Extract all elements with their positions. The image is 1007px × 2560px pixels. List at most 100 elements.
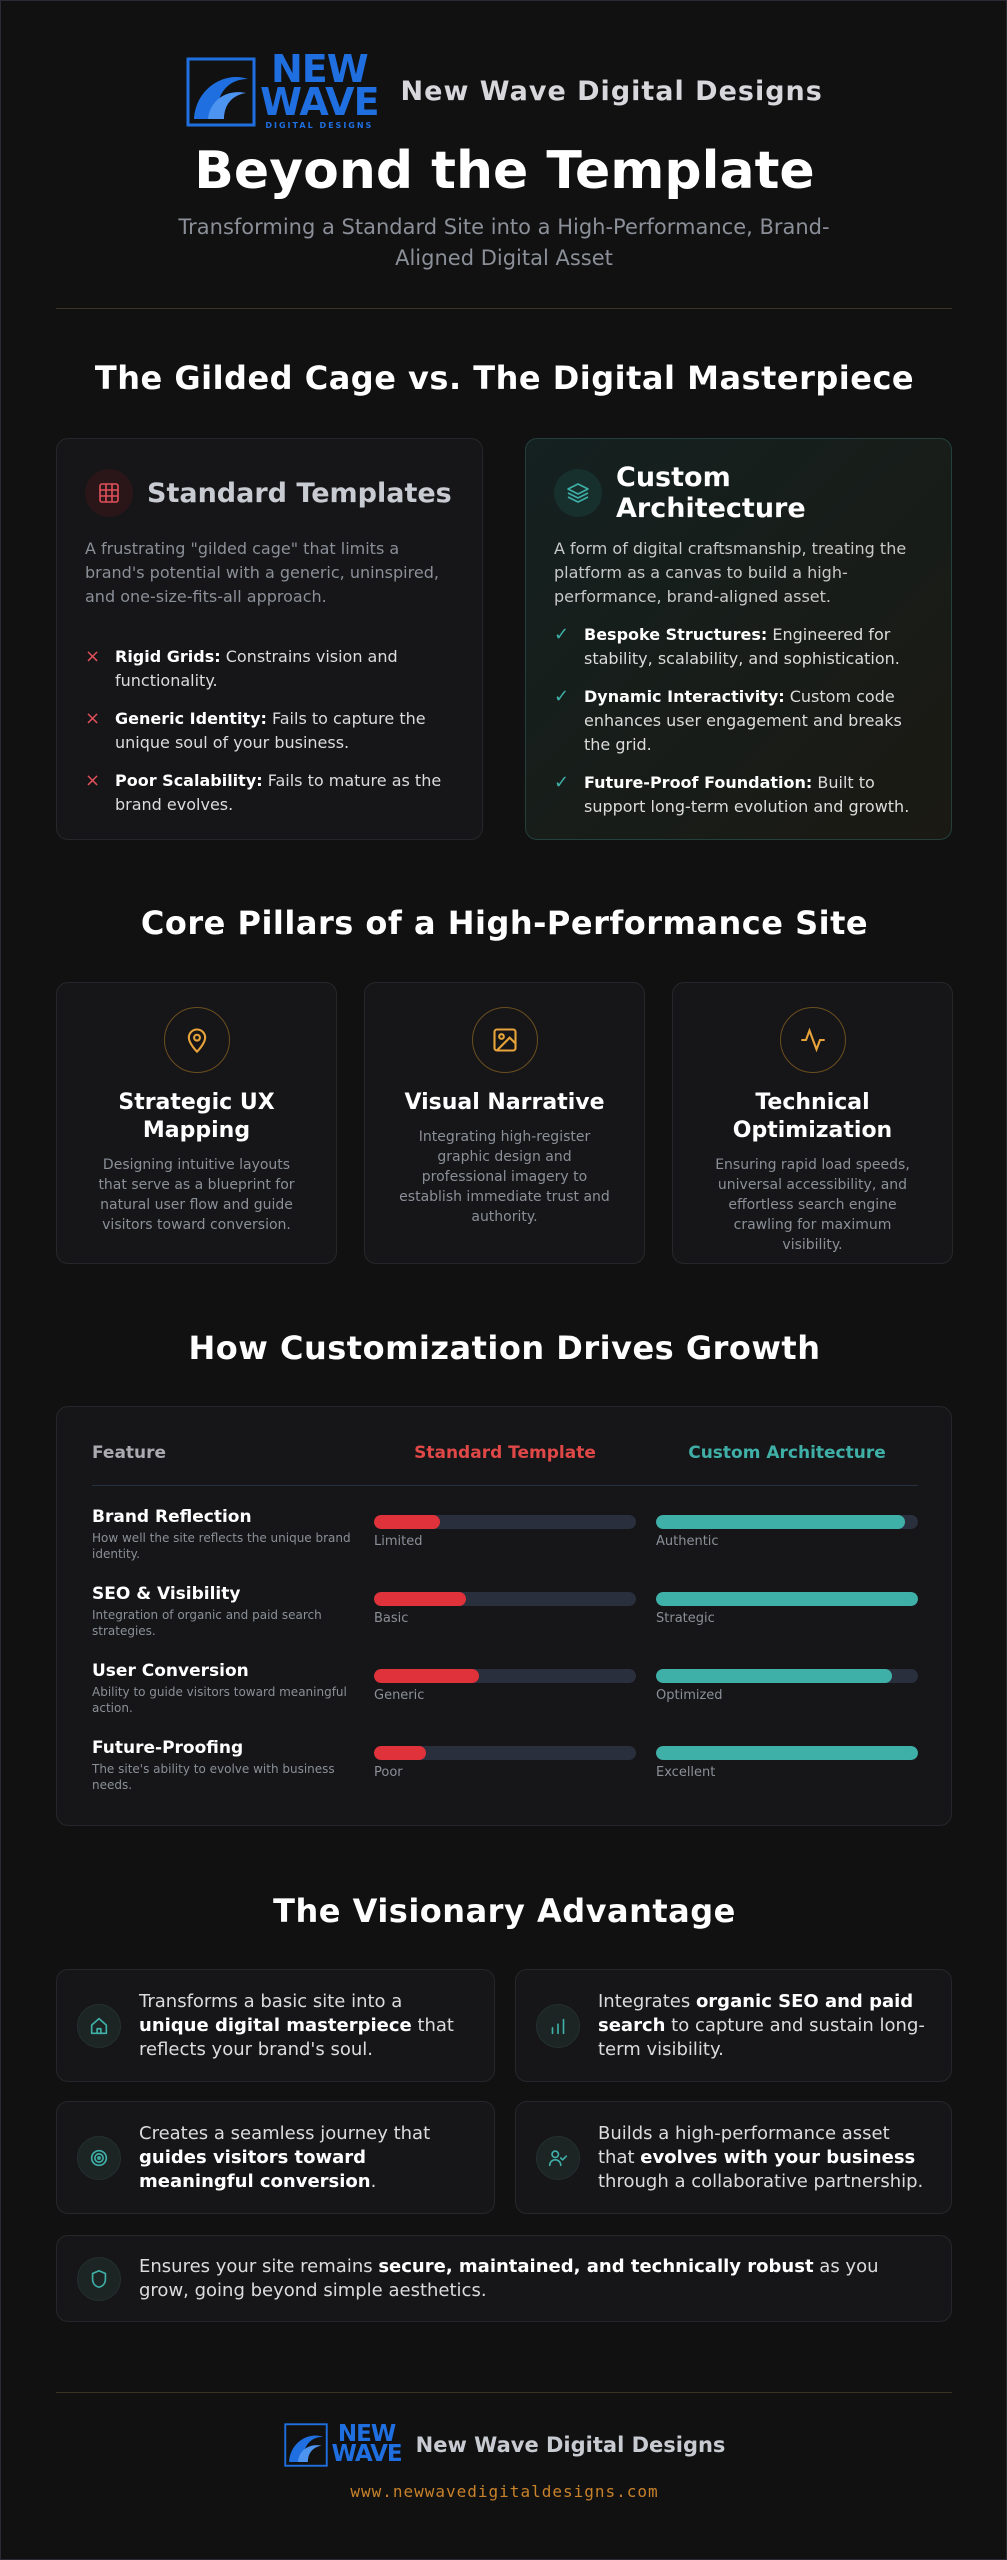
icon-shape (567, 483, 589, 495)
card-title: Standard Templates (147, 477, 452, 509)
point-label: Future-Proof Foundation: (584, 773, 813, 792)
text-part: to capture and sustain long-term visibil… (598, 2014, 925, 2060)
advantage-text: Transforms a basic site into a unique di… (139, 1990, 474, 2062)
pillar-title: Technical Optimization (732, 1090, 893, 1143)
icon-shape (548, 2149, 568, 2166)
point: ✓ Dynamic Interactivity: Custom code enha… (554, 685, 923, 757)
point: × Rigid Grids: Constrains vision and func… (85, 645, 454, 693)
section-title: How Customization Drives Growth (188, 1329, 821, 1367)
text-part: . (370, 2170, 377, 2192)
point: ✓ Future-Proof Foundation: Built to suppo… (554, 771, 923, 819)
bar-label: Basic (374, 1611, 409, 1626)
advantage-icon (77, 2135, 121, 2180)
text-part: Transforms a basic site into a (139, 1990, 403, 2012)
point-icon: ✓ (554, 772, 570, 793)
point-text: Poor Scalability: Fails to mature as the… (115, 769, 454, 817)
comparison-table: Feature Standard Template Custom Archite… (56, 1406, 952, 1826)
icon (85, 469, 133, 517)
pillar-text: Ensuring rapid load speeds, universal ac… (715, 1157, 910, 1253)
icon (554, 469, 602, 517)
bar (374, 1746, 427, 1760)
card-title: Custom Architecture (616, 462, 806, 524)
bar-track (656, 1746, 918, 1760)
pillar-text: Designing intuitive layouts that serve a… (98, 1157, 295, 1233)
point: × Generic Identity: Fails to capture the … (85, 707, 454, 755)
bar (374, 1669, 479, 1683)
page-title: Beyond the Template (194, 141, 815, 201)
point-label: Dynamic Interactivity: (584, 687, 785, 706)
divider (56, 2392, 952, 2393)
icon-shape (99, 483, 119, 503)
text-part: Ensures your site remains (139, 2255, 379, 2277)
feature-name: Future-Proofing (92, 1738, 244, 1758)
feature-name: SEO & Visibility (92, 1584, 241, 1604)
icon-shape (567, 492, 589, 503)
bar-track (374, 1669, 636, 1683)
card-description: A frustrating "gilded cage" that limits … (85, 539, 439, 606)
footer-url[interactable]: www.newwavedigitaldesigns.com (350, 2482, 659, 2501)
icon-shape (192, 1033, 201, 1042)
bar-label: Generic (374, 1688, 425, 1703)
point-icon: × (85, 646, 101, 667)
icon-shape (551, 2018, 565, 2034)
point-label: Bespoke Structures: (584, 625, 768, 644)
point: ✓ Bespoke Structures: Engineered for stab… (554, 623, 923, 671)
bar (656, 1669, 892, 1683)
advantage-card: Builds a high-performance asset that evo… (515, 2101, 952, 2214)
bar (374, 1592, 466, 1606)
pillar-card: Strategic UX Mapping Designing intuitive … (56, 982, 337, 1264)
bar-track (374, 1515, 636, 1529)
table-row: Brand Reflection How well the site reflec… (92, 1507, 918, 1579)
icon-shape (551, 2018, 565, 2034)
feature-name: User Conversion (92, 1661, 249, 1681)
advantage-icon (77, 2003, 121, 2048)
section-title: Core Pillars of a High-Performance Site (140, 904, 869, 942)
standard-card: Standard Templates A frustrating "gilded… (56, 438, 483, 840)
bar-label: Poor (374, 1765, 403, 1780)
icon-shape (187, 1028, 206, 1054)
header-cell: Feature (92, 1443, 167, 1463)
icon-shape (208, 91, 247, 119)
icon-shape (97, 2155, 101, 2160)
icon-shape (90, 2017, 108, 2034)
icon-shape (297, 2445, 322, 2462)
pillar-card: Visual Narrative Integrating high-registe… (364, 982, 645, 1264)
text-emphasis: guides visitors toward meaningful conver… (139, 2146, 371, 2192)
point-body: Fails to mature as the brand evolves. (115, 771, 442, 814)
pillar-card: Technical Optimization Ensuring rapid loa… (672, 982, 953, 1264)
logo-top: NEW (271, 47, 369, 91)
icon-shape (288, 2435, 323, 2462)
point-text: Rigid Grids: Constrains vision and funct… (115, 645, 454, 693)
text-emphasis: evolves with your business (640, 2146, 916, 2168)
table-row: User Conversion Ability to guide visitors… (92, 1661, 918, 1733)
custom-card: Custom Architecture A form of digital cr… (525, 438, 952, 840)
point-body: Constrains vision and functionality. (115, 647, 398, 690)
pillar-text: Integrating high-register graphic design… (399, 1129, 610, 1225)
pillar-title: Visual Narrative (404, 1090, 605, 1115)
header-cell: Custom Architecture (688, 1443, 886, 1463)
page-subtitle: Transforming a Standard Site into a High… (178, 215, 830, 270)
point-body: Built to support long-term evolution and… (584, 773, 910, 816)
text-part: Creates a seamless journey that (139, 2122, 431, 2144)
text-emphasis: secure, maintained, and technically robu… (378, 2255, 814, 2277)
point-text: Generic Identity: Fails to capture the u… (115, 707, 454, 755)
advantage-text: Ensures your site remains secure, mainta… (139, 2255, 931, 2303)
table-row: Future-Proofing The site's ability to evo… (92, 1738, 918, 1810)
bar-track (656, 1592, 918, 1606)
header-rule (92, 1485, 918, 1486)
bar-label: Authentic (656, 1534, 719, 1549)
icon-shape (492, 1028, 517, 1052)
pillar-icon (779, 1007, 846, 1073)
bar-track (374, 1592, 636, 1606)
bar (656, 1746, 918, 1760)
icon-shape (186, 57, 256, 127)
icon-shape (567, 483, 589, 503)
text-emphasis: unique digital masterpiece (139, 2014, 412, 2036)
text-part: that reflects your brand's soul. (139, 2014, 454, 2060)
logo-icon (283, 2423, 328, 2467)
pillar-title: Strategic UX Mapping (118, 1090, 275, 1143)
bar (374, 1515, 440, 1529)
point-body: Fails to capture the unique soul of your… (115, 709, 426, 752)
icon-shape (90, 2017, 108, 2034)
